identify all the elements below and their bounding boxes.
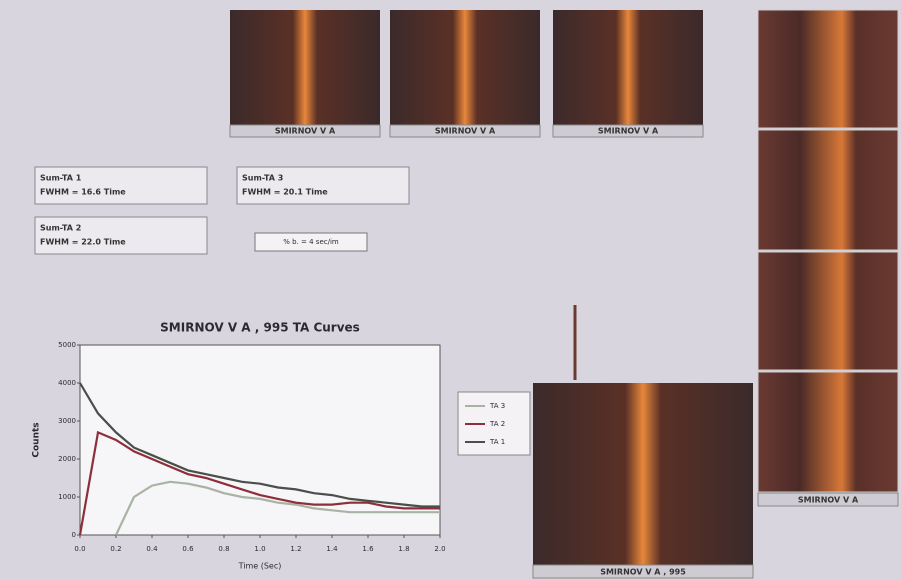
chart-title: SMIRNOV V A , 995 TA Curves (160, 321, 360, 335)
screen: SMIRNOV V A SMIRNOV V A SMIRNOV V A SMIR… (0, 0, 901, 580)
image (553, 10, 703, 125)
info-line: Sum-TA 2 (40, 224, 81, 233)
y-tick-label: 1000 (58, 493, 76, 501)
image (533, 383, 753, 565)
x-tick-label: 2.0 (434, 545, 445, 553)
info-box: Sum-TA 1 FWHM = 16.6 Time (35, 167, 207, 204)
x-tick-label: 0.4 (146, 545, 158, 553)
x-tick-label: 0.8 (218, 545, 229, 553)
info-line: Sum-TA 3 (242, 174, 283, 183)
caption: SMIRNOV V A (435, 127, 496, 136)
caption: SMIRNOV V A (598, 127, 659, 136)
info-box: Sum-TA 3 FWHM = 20.1 Time (237, 167, 409, 204)
thumbnail[interactable]: SMIRNOV V A (553, 10, 703, 137)
y-tick-label: 5000 (58, 341, 76, 349)
thumbnail[interactable]: SMIRNOV V A (390, 10, 540, 137)
image (230, 10, 380, 125)
page: SMIRNOV V A SMIRNOV V A SMIRNOV V A SMIR… (0, 0, 901, 580)
info-line: FWHM = 20.1 Time (242, 188, 328, 197)
y-tick-label: 0 (72, 531, 76, 539)
y-tick-label: 4000 (58, 379, 76, 387)
x-tick-label: 0.0 (74, 545, 85, 553)
x-tick-label: 1.0 (254, 545, 265, 553)
image (758, 130, 898, 250)
caption: SMIRNOV V A (798, 496, 859, 505)
info-box: Sum-TA 2 FWHM = 22.0 Time (35, 217, 207, 254)
legend-label: TA 2 (489, 420, 505, 428)
x-axis-label: Time (Sec) (238, 562, 282, 571)
button[interactable]: % b. = 4 sec/im (255, 233, 367, 251)
y-tick-label: 3000 (58, 417, 76, 425)
image (390, 10, 540, 125)
x-tick-label: 1.6 (362, 545, 374, 553)
image (758, 252, 898, 370)
info-line: Sum-TA 1 (40, 174, 82, 183)
legend-label: TA 1 (489, 438, 505, 446)
button-label: % b. = 4 sec/im (283, 238, 339, 246)
y-tick-label: 2000 (58, 455, 76, 463)
large-image[interactable]: SMIRNOV V A , 995 (533, 383, 753, 578)
caption: SMIRNOV V A , 995 (600, 568, 686, 577)
side-image[interactable]: SMIRNOV V A (758, 10, 898, 506)
caption: SMIRNOV V A (275, 127, 336, 136)
info-line: FWHM = 16.6 Time (40, 188, 126, 197)
x-tick-label: 1.8 (398, 545, 409, 553)
x-tick-label: 0.6 (182, 545, 194, 553)
y-axis-label: Counts (32, 422, 42, 457)
image (758, 10, 898, 128)
x-tick-label: 0.2 (110, 545, 121, 553)
x-tick-label: 1.4 (326, 545, 338, 553)
thumbnail[interactable]: SMIRNOV V A (230, 10, 380, 137)
image (758, 372, 898, 492)
x-tick-label: 1.2 (290, 545, 301, 553)
legend-label: TA 3 (489, 402, 505, 410)
info-line: FWHM = 22.0 Time (40, 238, 126, 247)
